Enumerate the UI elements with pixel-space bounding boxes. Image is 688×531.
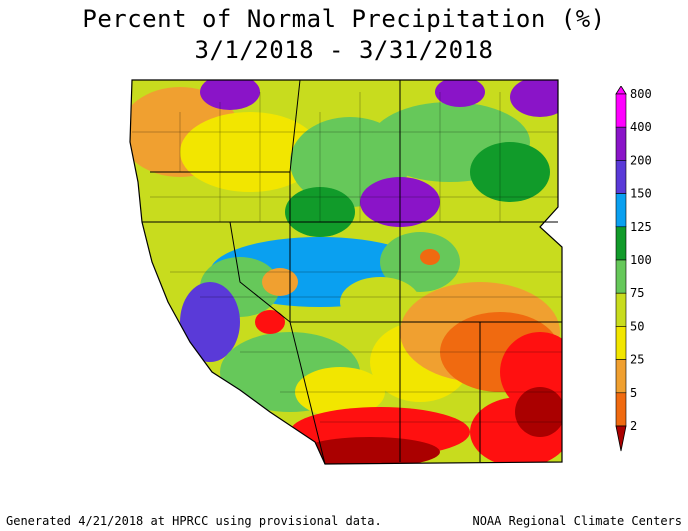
map-title: Percent of Normal Precipitation (%) 3/1/… bbox=[0, 4, 688, 66]
legend-label: 50 bbox=[630, 319, 644, 333]
legend-labels: 800 400 200 150 125 100 75 50 25 5 2 bbox=[630, 87, 652, 433]
legend-top-arrow bbox=[615, 86, 627, 95]
legend-swatch bbox=[615, 326, 627, 360]
legend-label: 150 bbox=[630, 187, 652, 201]
legend-bottom-arrow bbox=[615, 425, 627, 452]
legend-label: 5 bbox=[630, 386, 637, 400]
footer-source: NOAA Regional Climate Centers bbox=[472, 514, 682, 528]
color-legend: 800 400 200 150 125 100 75 50 25 5 2 bbox=[615, 86, 652, 452]
legend-swatch bbox=[615, 292, 627, 327]
legend-swatch bbox=[615, 226, 627, 261]
legend-swatch bbox=[615, 259, 627, 294]
legend-label: 800 bbox=[630, 87, 652, 101]
legend-label: 400 bbox=[630, 120, 652, 134]
legend-swatch bbox=[615, 93, 627, 128]
legend-label: 25 bbox=[630, 353, 644, 367]
precipitation-map bbox=[129, 79, 563, 465]
legend-swatch bbox=[615, 126, 627, 161]
title-line-2: 3/1/2018 - 3/31/2018 bbox=[194, 36, 494, 64]
title-line-1: Percent of Normal Precipitation (%) bbox=[82, 5, 606, 33]
legend-label: 100 bbox=[630, 253, 652, 267]
legend-label: 125 bbox=[630, 220, 652, 234]
legend-swatch bbox=[615, 392, 627, 427]
legend-label: 2 bbox=[630, 419, 637, 433]
legend-swatch bbox=[615, 359, 627, 394]
legend-bar bbox=[615, 86, 627, 452]
legend-label: 200 bbox=[630, 153, 652, 167]
legend-label: 75 bbox=[630, 286, 644, 300]
footer-generated-note: Generated 4/21/2018 at HPRCC using provi… bbox=[6, 514, 382, 528]
legend-swatch bbox=[615, 160, 627, 194]
legend-swatch bbox=[615, 193, 627, 228]
